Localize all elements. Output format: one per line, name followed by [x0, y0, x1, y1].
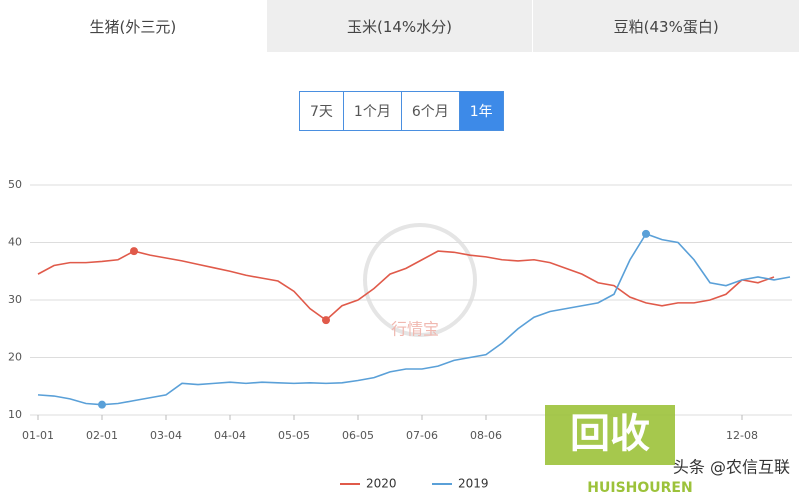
x-tick-label: 07-06	[406, 429, 438, 442]
watermark-circle	[363, 223, 477, 337]
legend-label: 2019	[458, 477, 489, 491]
y-tick-label: 10	[8, 408, 22, 421]
x-tick-label: 12-08	[726, 429, 758, 442]
extreme-marker	[322, 316, 330, 325]
tab[interactable]: 玉米(14%水分)	[266, 0, 534, 52]
logo-sub: HUISHOUREN	[587, 480, 692, 496]
extreme-marker	[98, 400, 106, 409]
logo-box	[545, 405, 675, 465]
range-button[interactable]: 1个月	[344, 92, 402, 130]
footer-watermark: 头条 @农信互联	[673, 458, 790, 477]
tab[interactable]: 生猪(外三元)	[0, 0, 267, 52]
x-tick-label: 04-04	[214, 429, 246, 442]
extreme-marker	[642, 229, 650, 238]
range-buttons: 7天 1个月 6个月 1年	[299, 91, 504, 131]
extreme-marker	[130, 247, 138, 256]
series-line	[37, 250, 775, 322]
x-tick-label: 06-05	[342, 429, 374, 442]
x-tick-label: 08-06	[470, 429, 502, 442]
y-tick-label: 30	[8, 293, 22, 306]
watermark-text: 行情宝	[391, 320, 439, 339]
tab[interactable]: 豆粕(43%蛋白)	[533, 0, 800, 52]
y-tick-label: 40	[8, 236, 22, 249]
y-tick-label: 20	[8, 351, 22, 364]
x-tick-label: 02-01	[86, 429, 118, 442]
x-tick-label: 05-05	[278, 429, 310, 442]
series-line	[37, 232, 791, 406]
x-tick-label: 03-04	[150, 429, 182, 442]
legend-label: 2020	[366, 477, 397, 491]
range-button[interactable]: 1年	[459, 92, 503, 130]
x-tick-label: 01-01	[22, 429, 54, 442]
range-button[interactable]: 6个月	[402, 92, 460, 130]
y-tick-label: 50	[8, 178, 22, 191]
logo-text: 回收	[570, 411, 650, 457]
tab-bar: 生猪(外三元) 玉米(14%水分) 豆粕(43%蛋白)	[0, 0, 800, 52]
range-button[interactable]: 7天	[300, 92, 344, 130]
